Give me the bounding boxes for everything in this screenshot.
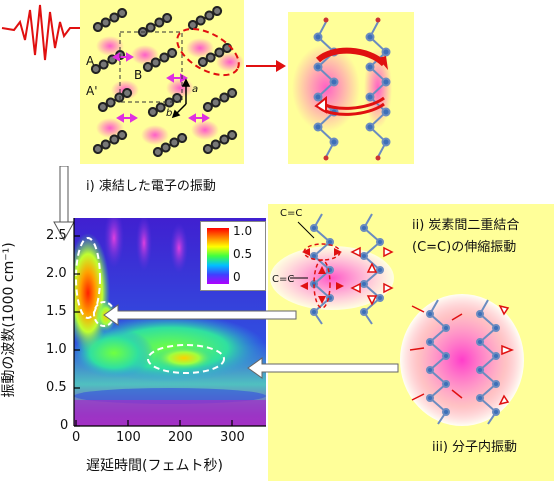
intramolecular-vibration-drawing (400, 294, 524, 426)
label-mol-b: B (134, 68, 143, 82)
x-tick-300: 300 (220, 430, 245, 445)
label-step1: i) 凍結した電子の振動 (86, 179, 216, 194)
y-tick-0-5: 0.5 (46, 380, 67, 395)
x-axis-label: 遅延時間(フェムト秒) (86, 458, 223, 474)
colorbar: 1.0 0.5 0 (200, 221, 266, 291)
cc-stretch-drawing (270, 213, 394, 325)
colorbar-tick-bottom: 0 (233, 270, 241, 284)
x-tick-100: 100 (116, 430, 141, 445)
label-cc-top: C=C (280, 208, 303, 219)
plot-axes (73, 218, 266, 427)
label-step2-line2: (C=C)の伸縮振動 (412, 240, 517, 255)
label-axis-b: b (166, 108, 173, 119)
arrow-to-closeup (246, 60, 286, 72)
crystal-structure-drawing (90, 6, 244, 157)
label-mol-a-prime: A' (86, 84, 98, 98)
dimer-closeup-drawing (292, 17, 392, 161)
crystal-structure-panel: A A' B a b (80, 0, 244, 164)
laser-pulse-icon (1, 4, 80, 61)
x-tick-200: 200 (168, 430, 193, 445)
molecule-chains (90, 6, 238, 157)
dimer-closeup-panel (288, 12, 414, 164)
y-tick-2-5: 2.5 (46, 228, 67, 243)
label-axis-a: a (192, 84, 199, 95)
arrow-down-to-plot (53, 166, 75, 242)
x-tick-0: 0 (72, 430, 81, 445)
unit-cell-box (119, 31, 183, 103)
charge-transfer-arrows (112, 52, 210, 123)
label-cc-side: C=C (272, 274, 295, 285)
y-tick-1-0: 1.0 (46, 342, 67, 357)
label-mol-a: A (86, 54, 95, 68)
peak-arrows (103, 304, 399, 379)
crystal-axes (171, 78, 191, 119)
y-axis-label: 振動の波数(1000 cm⁻¹) (1, 242, 17, 398)
label-step3: iii) 分子内振動 (432, 440, 518, 455)
y-tick-2-0: 2.0 (46, 266, 67, 281)
label-step2-line1: ii) 炭素間二重結合 (412, 218, 520, 233)
colorbar-tick-mid: 0.5 (233, 247, 253, 261)
colorbar-gradient (207, 228, 229, 284)
colorbar-tick-top: 1.0 (233, 224, 253, 238)
y-tick-0: 0 (60, 418, 69, 433)
y-tick-1-5: 1.5 (46, 304, 67, 319)
spectrogram-plot: 1.0 0.5 0 (66, 208, 266, 426)
charge-glows (96, 36, 244, 145)
